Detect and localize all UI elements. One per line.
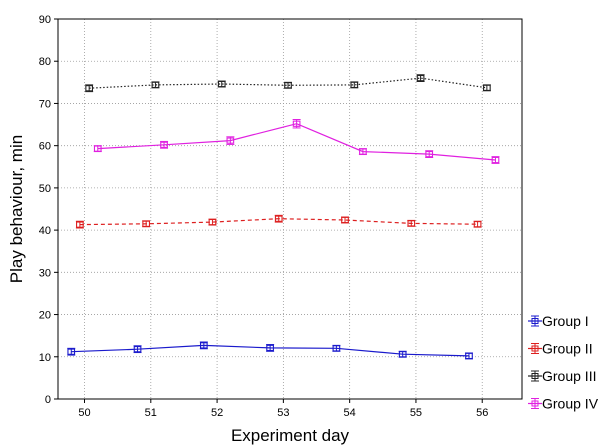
legend-marker bbox=[531, 318, 539, 324]
x-tick-label: 55 bbox=[410, 407, 422, 419]
data-point bbox=[350, 81, 359, 89]
legend-item: Group II bbox=[528, 341, 593, 357]
series-group-ii bbox=[75, 214, 482, 229]
data-point bbox=[67, 348, 76, 355]
x-axis-title: Experiment day bbox=[231, 426, 350, 445]
y-axis-title: Play behaviour, min bbox=[7, 135, 26, 283]
x-tick-label: 56 bbox=[476, 407, 488, 419]
plot-area-frame bbox=[57, 18, 523, 400]
x-tick-label: 50 bbox=[78, 407, 90, 419]
legend-item: Group I bbox=[528, 313, 589, 329]
y-tick-label: 50 bbox=[39, 183, 51, 195]
data-point bbox=[274, 215, 283, 222]
legend-label: Group IV bbox=[542, 396, 599, 412]
x-tick-label: 54 bbox=[344, 407, 356, 419]
series-line bbox=[97, 123, 496, 161]
data-point bbox=[199, 342, 208, 349]
series-group-i bbox=[67, 341, 473, 360]
data-point bbox=[217, 80, 226, 88]
series-group-iv bbox=[93, 118, 500, 164]
x-tick-label: 52 bbox=[211, 407, 223, 419]
y-tick-label: 10 bbox=[39, 352, 51, 364]
x-tick-label: 53 bbox=[277, 407, 289, 419]
legend-label: Group I bbox=[542, 313, 589, 329]
data-point bbox=[142, 220, 151, 227]
data-point bbox=[76, 221, 84, 228]
data-point bbox=[332, 345, 341, 352]
legend-marker bbox=[531, 373, 539, 379]
y-tick-label: 20 bbox=[39, 310, 51, 322]
legend-item: Group III bbox=[528, 368, 596, 384]
y-tick-label: 60 bbox=[39, 141, 51, 153]
data-point bbox=[160, 141, 168, 148]
data-point bbox=[359, 148, 367, 155]
data-point bbox=[473, 221, 482, 228]
data-point bbox=[341, 216, 349, 224]
data-point bbox=[416, 74, 425, 82]
data-point bbox=[93, 145, 102, 152]
data-point bbox=[292, 120, 301, 127]
legend-label: Group II bbox=[542, 341, 593, 357]
data-point bbox=[465, 352, 473, 360]
data-point bbox=[425, 150, 434, 158]
axis-ticks: 0 10 20 30 40 50 60 70 80 90 50 51 52 53 54 55 56 bbox=[39, 14, 489, 419]
legend-label: Group III bbox=[542, 368, 596, 384]
y-tick-label: 40 bbox=[39, 225, 51, 237]
y-tick-label: 90 bbox=[39, 14, 51, 26]
data-point bbox=[483, 84, 491, 91]
legend-marker bbox=[531, 400, 539, 407]
data-point bbox=[284, 82, 292, 89]
data-point bbox=[133, 346, 142, 353]
x-tick-label: 51 bbox=[145, 407, 157, 419]
data-point bbox=[407, 220, 416, 227]
data-point bbox=[398, 351, 407, 358]
data-series bbox=[67, 74, 500, 360]
grid-lines bbox=[58, 19, 522, 399]
legend-item: Group IV bbox=[528, 396, 599, 412]
data-point bbox=[491, 156, 500, 164]
data-point bbox=[266, 344, 274, 352]
legend: Group I Group II Group III Group IV bbox=[528, 313, 599, 412]
data-point bbox=[151, 81, 160, 89]
series-group-iii bbox=[85, 74, 491, 93]
y-tick-label: 70 bbox=[39, 98, 51, 110]
y-tick-label: 0 bbox=[45, 394, 51, 406]
data-point bbox=[208, 218, 217, 226]
y-tick-label: 80 bbox=[39, 56, 51, 68]
data-point bbox=[226, 137, 235, 144]
legend-marker bbox=[531, 345, 539, 352]
data-point bbox=[85, 85, 94, 92]
y-tick-label: 30 bbox=[39, 267, 51, 279]
